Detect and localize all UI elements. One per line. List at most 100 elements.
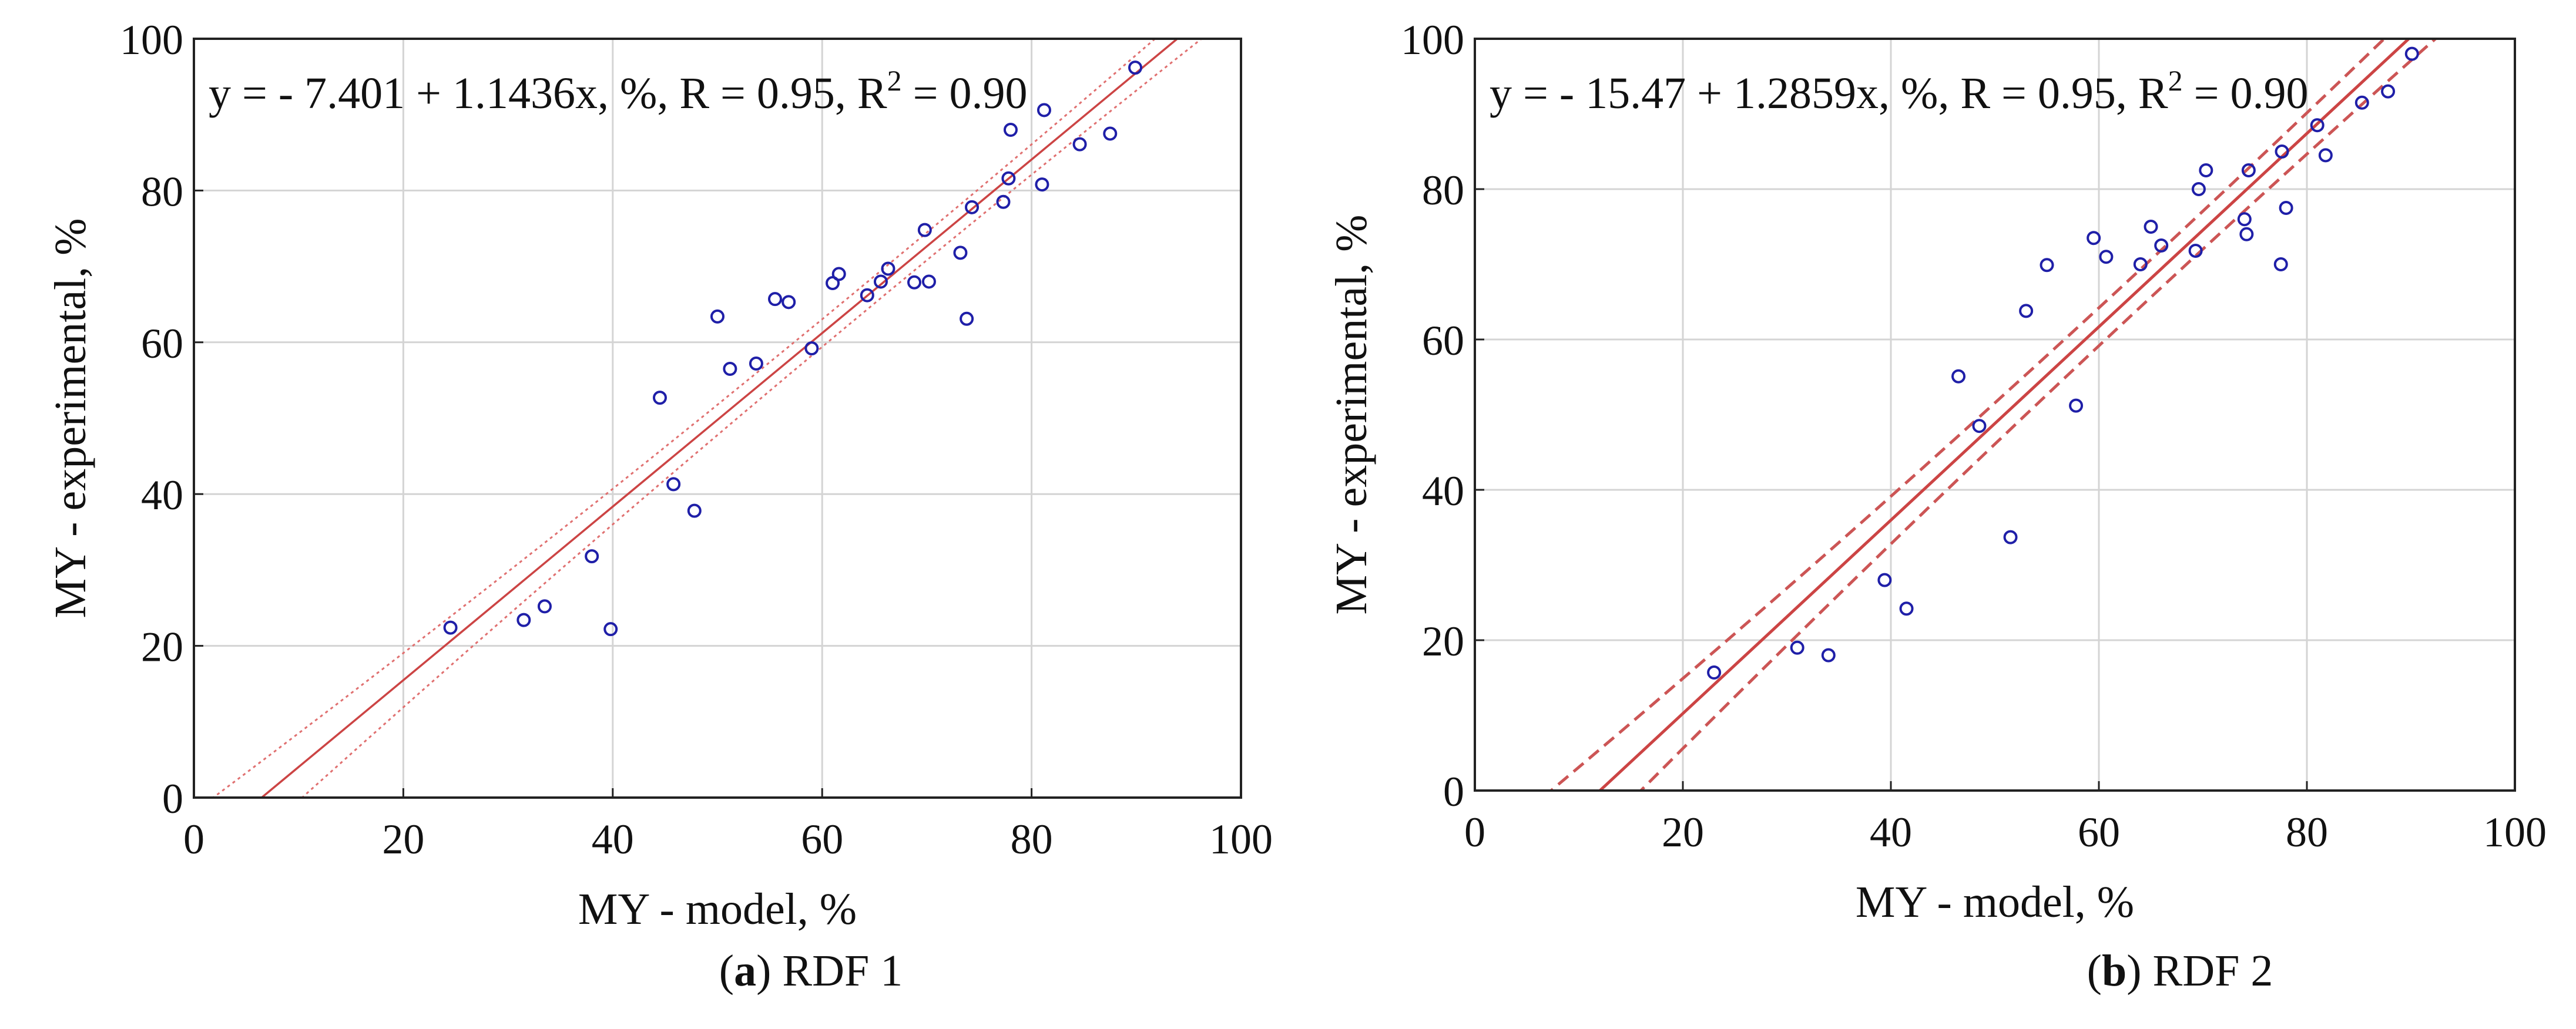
data-point: [2040, 258, 2054, 273]
plot-frame: [1474, 38, 2516, 792]
y-tick-label-3: 60: [141, 320, 183, 367]
caption-b-label: b: [2101, 946, 2127, 996]
data-point: [1128, 60, 1143, 75]
plot-frame: [193, 38, 1242, 799]
y-axis-title: MY - experimental, %: [1327, 215, 1376, 615]
caption-a-label: a: [734, 946, 757, 996]
data-point: [1072, 137, 1087, 152]
y-tick-label-0: 0: [1443, 768, 1464, 815]
data-point: [1972, 419, 1987, 433]
data-point: [666, 477, 681, 492]
confidence-band-upper: [212, 39, 1156, 798]
data-point: [996, 194, 1011, 209]
x-axis-title: MY - model, %: [578, 885, 857, 934]
y-tick-label-0: 0: [162, 775, 183, 822]
y-tick-label-2: 40: [141, 472, 183, 519]
data-point: [1951, 369, 1966, 384]
scatter-chart-a: 0 20 40 60 80 100 0 20 40 60 80 100 MY - model, % MY …: [46, 16, 1273, 934]
data-point: [443, 620, 458, 635]
data-point: [873, 274, 888, 289]
data-point: [2188, 243, 2203, 258]
confidence-band-upper: [1548, 39, 2387, 791]
data-point: [1877, 573, 1892, 587]
x-tick-label-5: 100: [2483, 809, 2547, 856]
data-point: [2354, 95, 2369, 110]
x-tick-label-1: 20: [1662, 809, 1704, 856]
regression-equation: y = - 7.401 + 1.1436x, %, R = 0.95, R2 =…: [209, 64, 1027, 118]
data-point: [2381, 84, 2396, 99]
data-point: [2087, 231, 2101, 246]
data-point: [965, 200, 980, 214]
data-point: [953, 246, 968, 260]
data-point: [1707, 665, 1722, 680]
equation-main: y = - 7.401 + 1.1436x, %, R = 0.95, R: [209, 69, 887, 118]
x-tick-label-0: 0: [1464, 809, 1485, 856]
x-tick-label-1: 20: [382, 816, 424, 863]
caption-a: (a) RDF 1: [719, 946, 903, 996]
equation-tail: = 0.90: [2183, 69, 2309, 118]
data-point: [1035, 177, 1049, 192]
data-point: [2144, 220, 2158, 234]
data-point: [831, 267, 846, 281]
equation-superscript: 2: [887, 64, 902, 97]
data-point: [652, 391, 667, 405]
data-point: [907, 275, 922, 290]
data-point: [1103, 126, 1118, 141]
data-point: [2310, 118, 2325, 133]
equation-main: y = - 15.47 + 1.2859x, %, R = 0.95, R: [1490, 69, 2168, 118]
data-point: [1821, 648, 1836, 663]
data-point: [1001, 171, 1016, 186]
data-point: [781, 295, 796, 310]
x-tick-label-3: 60: [801, 816, 843, 863]
data-point: [860, 288, 874, 302]
data-point: [960, 311, 974, 326]
x-axis-title: MY - model, %: [1856, 877, 2134, 927]
y-tick-label-1: 20: [1422, 618, 1464, 665]
y-tick-label-4: 80: [1422, 167, 1464, 214]
x-tick-label-0: 0: [183, 816, 204, 863]
data-point: [2099, 250, 2114, 264]
data-point: [2239, 227, 2254, 241]
data-point: [710, 309, 724, 324]
x-tick-label-2: 40: [1870, 809, 1912, 856]
data-point: [881, 261, 895, 276]
data-point: [1003, 123, 1018, 137]
x-tick-label-3: 60: [2078, 809, 2120, 856]
y-tick-label-1: 20: [141, 624, 183, 671]
data-point: [603, 622, 618, 637]
data-point: [917, 223, 932, 237]
data-point: [537, 599, 552, 614]
y-tick-label-5: 100: [1401, 16, 1464, 63]
data-point: [2273, 257, 2288, 271]
data-point: [768, 292, 783, 307]
y-axis-title: MY - experimental, %: [46, 218, 95, 618]
caption-b: (b) RDF 2: [2087, 946, 2273, 996]
data-point: [2199, 163, 2213, 177]
confidence-band-lower: [300, 39, 1203, 798]
data-point: [2191, 182, 2206, 196]
data-point: [2279, 201, 2293, 215]
caption-b-text: RDF 2: [2152, 946, 2273, 996]
data-point: [585, 549, 599, 564]
data-point: [2275, 144, 2289, 159]
x-tick-label-5: 100: [1209, 816, 1273, 863]
chart-panel-a: 0 20 40 60 80 100 0 20 40 60 80 100 MY - model, % MY …: [0, 0, 1287, 1029]
data-point: [2154, 238, 2169, 253]
y-tick-label-4: 80: [141, 168, 183, 215]
x-tick-label-2: 40: [592, 816, 634, 863]
data-point: [2237, 212, 2252, 227]
data-point: [2133, 257, 2148, 271]
data-point: [826, 276, 840, 291]
caption-a-text: RDF 1: [782, 946, 903, 996]
data-point: [687, 503, 702, 518]
data-point: [516, 613, 531, 627]
fit-line: [260, 39, 1179, 798]
data-point: [723, 362, 737, 376]
y-tick-label-3: 60: [1422, 317, 1464, 364]
data-point: [2404, 46, 2419, 61]
fit-line: [1598, 39, 2411, 791]
data-point: [804, 341, 819, 356]
confidence-band-lower: [1639, 39, 2438, 791]
regression-equation: y = - 15.47 + 1.2859x, %, R = 0.95, R2 =…: [1490, 64, 2308, 118]
data-point: [1899, 601, 1914, 616]
